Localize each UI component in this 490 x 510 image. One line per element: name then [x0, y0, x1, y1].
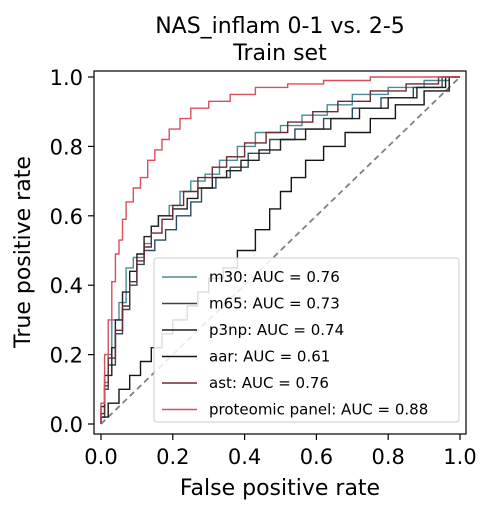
x-tick-label: 0.4	[228, 445, 261, 469]
x-tick-label: 0.0	[84, 445, 117, 469]
y-tick-label: 1.0	[50, 66, 83, 90]
legend-label: m30: AUC = 0.76	[209, 268, 340, 286]
legend-box	[153, 257, 460, 423]
chart-title-line2: Train set	[232, 41, 327, 66]
y-axis-ticks: 0.0 0.2 0.4 0.6 0.8 1.0	[50, 66, 94, 437]
series-line-4	[100, 76, 460, 424]
x-tick-label: 1.0	[443, 445, 476, 469]
legend-label: aar: AUC = 0.61	[209, 348, 330, 366]
legend-label: ast: AUC = 0.76	[209, 374, 329, 392]
y-tick-label: 0.4	[50, 274, 83, 298]
x-axis-ticks: 0.0 0.2 0.4 0.6 0.8 1.0	[84, 434, 477, 469]
y-tick-label: 0.0	[50, 413, 83, 437]
chart-title-line1: NAS_inflam 0-1 vs. 2-5	[155, 14, 405, 39]
x-tick-label: 0.8	[371, 445, 404, 469]
legend-label: p3np: AUC = 0.74	[209, 321, 344, 339]
series-line-1	[100, 76, 460, 424]
y-tick-label: 0.2	[50, 344, 83, 368]
x-axis-label: False positive rate	[180, 476, 380, 501]
y-tick-label: 0.6	[50, 205, 83, 229]
y-tick-label: 0.8	[50, 135, 83, 159]
x-tick-label: 0.2	[156, 445, 189, 469]
x-tick-label: 0.6	[300, 445, 333, 469]
series-line-5	[100, 76, 460, 424]
legend: m30: AUC = 0.76 m65: AUC = 0.73 p3np: AUC …	[153, 257, 460, 423]
legend-label: m65: AUC = 0.73	[209, 295, 340, 313]
y-axis-label: True positive rate	[11, 156, 36, 349]
legend-label: proteomic panel: AUC = 0.88	[209, 401, 428, 419]
